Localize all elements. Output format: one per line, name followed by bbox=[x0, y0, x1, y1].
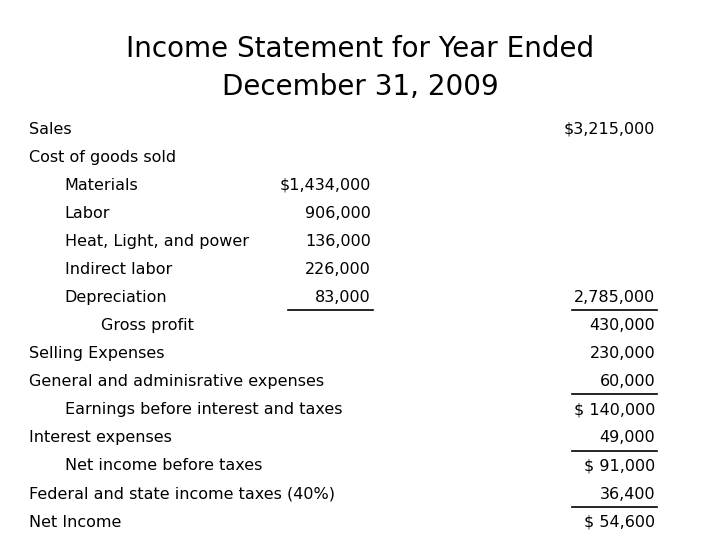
Text: 226,000: 226,000 bbox=[305, 262, 371, 277]
Text: Materials: Materials bbox=[65, 178, 138, 193]
Text: Gross profit: Gross profit bbox=[101, 318, 194, 333]
Text: 49,000: 49,000 bbox=[600, 430, 655, 445]
Text: $3,215,000: $3,215,000 bbox=[564, 122, 655, 137]
Text: Labor: Labor bbox=[65, 206, 110, 221]
Text: 36,400: 36,400 bbox=[600, 487, 655, 502]
Text: $ 91,000: $ 91,000 bbox=[584, 458, 655, 474]
Text: December 31, 2009: December 31, 2009 bbox=[222, 73, 498, 101]
Text: Indirect labor: Indirect labor bbox=[65, 262, 172, 277]
Text: $1,434,000: $1,434,000 bbox=[279, 178, 371, 193]
Text: 230,000: 230,000 bbox=[590, 346, 655, 361]
Text: 83,000: 83,000 bbox=[315, 290, 371, 305]
Text: Interest expenses: Interest expenses bbox=[29, 430, 171, 445]
Text: 136,000: 136,000 bbox=[305, 234, 371, 249]
Text: 2,785,000: 2,785,000 bbox=[574, 290, 655, 305]
Text: 60,000: 60,000 bbox=[600, 374, 655, 389]
Text: Net income before taxes: Net income before taxes bbox=[65, 458, 262, 474]
Text: General and adminisrative expenses: General and adminisrative expenses bbox=[29, 374, 324, 389]
Text: Selling Expenses: Selling Expenses bbox=[29, 346, 164, 361]
Text: Earnings before interest and taxes: Earnings before interest and taxes bbox=[65, 402, 342, 417]
Text: Heat, Light, and power: Heat, Light, and power bbox=[65, 234, 249, 249]
Text: Federal and state income taxes (40%): Federal and state income taxes (40%) bbox=[29, 487, 335, 502]
Text: Depreciation: Depreciation bbox=[65, 290, 168, 305]
Text: $ 54,600: $ 54,600 bbox=[584, 515, 655, 530]
Text: 906,000: 906,000 bbox=[305, 206, 371, 221]
Text: Sales: Sales bbox=[29, 122, 71, 137]
Text: Income Statement for Year Ended: Income Statement for Year Ended bbox=[126, 35, 594, 63]
Text: Net Income: Net Income bbox=[29, 515, 121, 530]
Text: 430,000: 430,000 bbox=[590, 318, 655, 333]
Text: $ 140,000: $ 140,000 bbox=[574, 402, 655, 417]
Text: Cost of goods sold: Cost of goods sold bbox=[29, 150, 176, 165]
